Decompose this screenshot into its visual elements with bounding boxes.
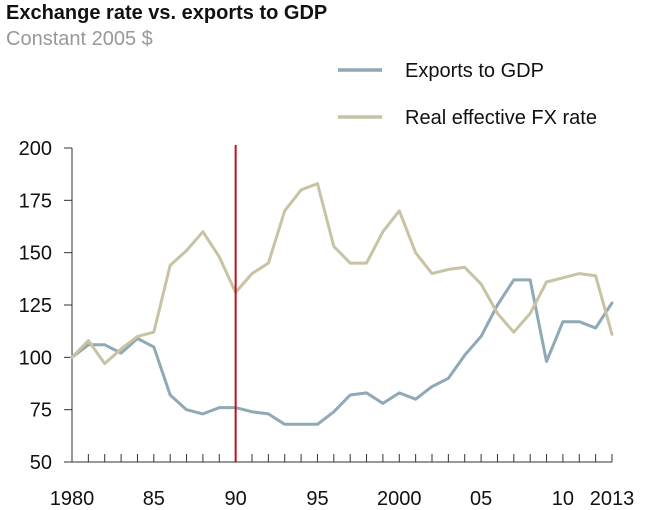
- axes: 50 75 100 125 150 175 200 1980 85 90 95 2000 05 10 201…: [19, 138, 635, 510]
- series-line-2: [70, 182, 614, 366]
- series-group: [70, 145, 614, 462]
- legend-label-2: Real effective FX rate: [405, 107, 597, 129]
- y-tick-label: 175: [19, 190, 52, 212]
- y-tick-label: 50: [30, 452, 52, 474]
- x-tick-label: 90: [225, 488, 247, 510]
- x-tick-label: 05: [470, 488, 492, 510]
- y-tick-label: 125: [19, 295, 52, 317]
- y-tick-label: 75: [30, 400, 52, 422]
- y-tick-label: 200: [19, 138, 52, 160]
- y-tick-label: 150: [19, 243, 52, 265]
- x-tick-label: 2013: [590, 488, 635, 510]
- x-tick-label: 2000: [377, 488, 422, 510]
- legend: Exports to GDP Real effective FX rate: [338, 60, 597, 129]
- x-tick-label: 85: [143, 488, 165, 510]
- x-tick-label: 95: [306, 488, 328, 510]
- x-tick-label: 1980: [50, 488, 95, 510]
- y-tick-label: 100: [19, 347, 52, 369]
- chart-subtitle: Constant 2005 $: [6, 28, 153, 50]
- series-line-1: [70, 278, 614, 426]
- x-tick-label: 10: [552, 488, 574, 510]
- chart-title: Exchange rate vs. exports to GDP: [6, 2, 328, 24]
- legend-label-1: Exports to GDP: [405, 60, 544, 82]
